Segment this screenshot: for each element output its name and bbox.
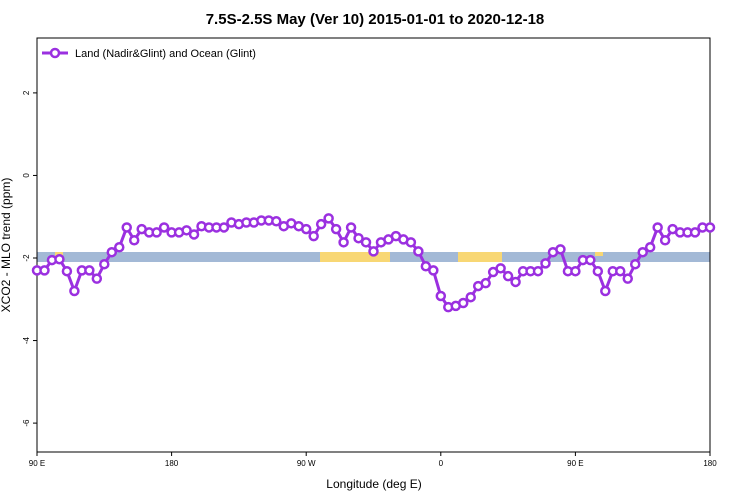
point [218, 222, 230, 233]
y-tick-label: 2 [22, 90, 31, 95]
point [271, 216, 282, 227]
x-tick-label: 90 E [29, 459, 45, 468]
point [128, 235, 140, 246]
point [428, 265, 439, 276]
point [704, 222, 716, 233]
point [652, 222, 663, 233]
point [502, 270, 514, 282]
point [405, 237, 417, 248]
point [323, 213, 334, 224]
y-axis-label: XCO2 - MLO trend (ppm) [0, 178, 13, 313]
point [629, 258, 641, 270]
point [585, 254, 596, 266]
y-tick-label: -4 [22, 336, 31, 344]
point [592, 265, 604, 277]
x-tick-label: 90 W [297, 459, 316, 468]
point [188, 229, 200, 240]
point [121, 222, 132, 233]
point [495, 263, 506, 274]
point [69, 285, 80, 297]
point [540, 258, 551, 269]
x-tick-label: 180 [703, 459, 717, 468]
point [330, 223, 342, 235]
point [84, 265, 95, 276]
x-tick-label: 90 E [567, 459, 583, 468]
point [338, 237, 349, 248]
point [353, 232, 364, 244]
point [689, 227, 701, 238]
point [659, 235, 671, 246]
surface-band [37, 252, 710, 262]
point [345, 222, 357, 233]
point [300, 223, 312, 235]
point [54, 253, 65, 265]
point [39, 265, 50, 276]
point [465, 291, 476, 303]
chart-title: 7.5S-2.5S May (Ver 10) 2015-01-01 to 202… [206, 11, 545, 28]
y-tick-label: 0 [22, 173, 31, 178]
point [457, 297, 469, 309]
point [114, 242, 125, 253]
point [622, 273, 633, 284]
point [480, 277, 491, 289]
x-axis-label: Longitude (deg E) [326, 477, 421, 491]
point [91, 273, 103, 284]
point [360, 237, 372, 248]
point [308, 230, 319, 242]
y-tick-label: -2 [22, 254, 31, 262]
point [99, 258, 110, 270]
point [315, 218, 327, 230]
point [615, 265, 626, 277]
point [637, 246, 648, 258]
legend: Land (Nadir&Glint) and Ocean (Glint) [42, 47, 256, 60]
x-tick-label: 0 [439, 459, 444, 468]
point [435, 290, 447, 302]
point [151, 227, 162, 238]
plot-frame [36, 37, 711, 453]
point [106, 246, 118, 258]
point [570, 265, 581, 277]
point [532, 265, 544, 277]
point [510, 276, 521, 288]
point [600, 285, 611, 297]
legend-marker [49, 47, 61, 59]
x-tick-label: 180 [165, 459, 179, 468]
point [158, 222, 170, 233]
point [413, 246, 424, 257]
point [644, 242, 656, 253]
point [61, 265, 73, 277]
point [368, 246, 379, 257]
point [555, 244, 566, 255]
point [420, 261, 432, 272]
point [181, 225, 192, 236]
y-tick-label: -6 [22, 419, 31, 427]
legend-label: Land (Nadir&Glint) and Ocean (Glint) [75, 48, 256, 60]
